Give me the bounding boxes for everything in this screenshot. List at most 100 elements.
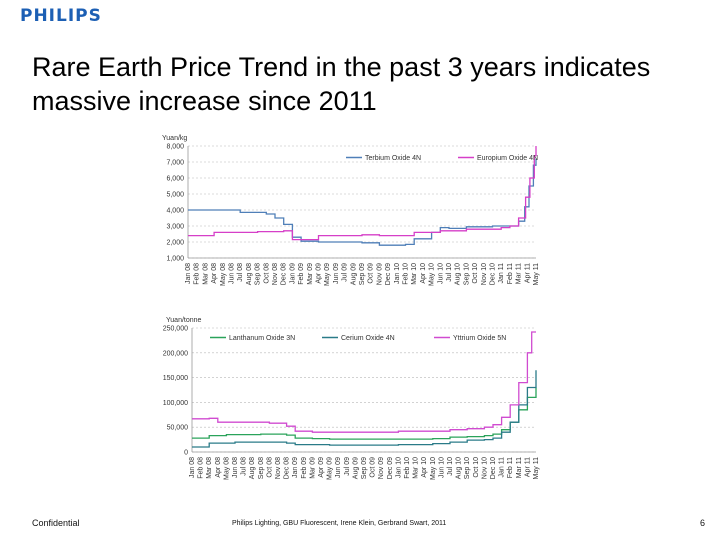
x-tick-label: Oct 09	[370, 457, 377, 478]
x-tick-label: Jun 10	[437, 263, 444, 284]
slide-title: Rare Earth Price Trend in the past 3 yea…	[32, 52, 651, 116]
x-tick-label: Nov 10	[481, 263, 488, 285]
x-tick-label: May 08	[220, 263, 227, 286]
footer-credits: Philips Lighting, GBU Fluorescent, Irene…	[232, 520, 447, 527]
x-tick-label: Feb 09	[298, 263, 305, 285]
x-tick-label: Apr 09	[316, 263, 323, 284]
x-tick-label: Jan 09	[289, 263, 296, 284]
x-tick-label: Nov 09	[376, 263, 383, 285]
x-tick-label: Sep 10	[463, 263, 470, 285]
x-tick-label: Sep 09	[359, 263, 366, 285]
page-number: 6	[700, 518, 706, 528]
x-tick-label: Feb 08	[194, 263, 201, 285]
philips-logo: PHILIPS	[20, 6, 102, 26]
x-tick-label: Feb 08	[198, 457, 205, 479]
x-tick-label: Apr 09	[318, 457, 325, 478]
x-tick-label: Apr 08	[215, 457, 222, 478]
x-tick-label: Apr 11	[524, 263, 531, 283]
x-tick-label: Jun 09	[333, 263, 340, 284]
x-tick-label: Nov 08	[275, 457, 282, 479]
x-tick-label: Mar 11	[516, 263, 523, 284]
x-tick-label: Apr 08	[211, 263, 218, 284]
x-tick-label: Jan 11	[499, 457, 506, 478]
series-line-1	[188, 146, 537, 241]
x-tick-label: May 10	[430, 457, 437, 480]
series-line-2	[192, 331, 536, 433]
x-tick-label: Jun 08	[232, 457, 239, 478]
y-tick-label: 50,000	[167, 425, 189, 432]
y-tick-label: 2,000	[166, 240, 184, 247]
series-line-1	[192, 370, 537, 448]
x-tick-label: Oct 10	[473, 457, 480, 478]
x-tick-label: Nov 09	[378, 457, 385, 479]
y-tick-label: 200,000	[163, 350, 188, 357]
x-tick-label: Apr 11	[524, 457, 531, 477]
x-tick-label: Jul 09	[342, 263, 349, 282]
x-tick-label: Jun 10	[438, 457, 445, 478]
y-tick-label: 0	[184, 450, 188, 457]
y-tick-label: 150,000	[163, 375, 188, 382]
x-tick-label: Jul 08	[241, 457, 248, 476]
x-tick-label: Jul 09	[344, 457, 351, 476]
x-tick-label: Mar 11	[516, 457, 523, 478]
y-tick-label: 1,000	[166, 256, 184, 263]
x-tick-label: Aug 10	[455, 263, 462, 285]
x-tick-label: Sep 09	[361, 457, 368, 479]
x-tick-label: Mar 08	[206, 457, 213, 479]
x-tick-label: Aug 08	[246, 263, 253, 285]
x-tick-label: Nov 08	[272, 263, 279, 285]
x-tick-label: Jan 09	[292, 457, 299, 478]
y-tick-label: 100,000	[163, 400, 188, 407]
legend-label: Terbium Oxide 4N	[365, 155, 421, 162]
x-tick-label: Jan 11	[498, 263, 505, 284]
x-tick-label: Sep 08	[258, 457, 265, 479]
x-tick-label: Feb 11	[507, 457, 514, 478]
y-axis-label: Yuan/kg	[162, 135, 187, 142]
y-tick-label: 7,000	[166, 160, 184, 167]
x-tick-label: Feb 10	[404, 457, 411, 479]
x-tick-label: Feb 09	[301, 457, 308, 479]
x-tick-label: Jul 08	[237, 263, 244, 282]
x-tick-label: Mar 08	[202, 263, 209, 285]
x-tick-label: Mar 10	[413, 457, 420, 479]
x-tick-label: May 10	[429, 263, 436, 286]
legend-label: Europium Oxide 4N	[477, 155, 538, 162]
legend-label: Lanthanum Oxide 3N	[229, 335, 295, 342]
y-tick-label: 8,000	[166, 144, 184, 151]
x-tick-label: Apr 10	[420, 263, 427, 284]
x-tick-label: Aug 09	[350, 263, 357, 285]
x-tick-label: Jan 10	[395, 457, 402, 478]
x-tick-label: Mar 10	[411, 263, 418, 285]
x-tick-label: Jan 08	[185, 263, 192, 284]
x-tick-label: May 09	[324, 263, 331, 286]
y-tick-label: 3,000	[166, 224, 184, 231]
x-tick-label: Jan 08	[189, 457, 196, 478]
x-tick-label: Dec 08	[281, 263, 288, 285]
x-tick-label: Jan 10	[394, 263, 401, 284]
chart-terbium-europium: Yuan/kg 1,000 2,000 3,000 4,000 5,000 6,000 7,0…	[162, 135, 540, 286]
x-tick-label: Mar 09	[307, 263, 314, 285]
x-tick-label: May 11	[533, 263, 540, 286]
x-tick-label: Feb 11	[507, 263, 514, 284]
x-tick-label: Aug 09	[352, 457, 359, 479]
footer-confidential: Confidential	[32, 518, 80, 528]
x-tick-label: Aug 08	[249, 457, 256, 479]
x-tick-label: Dec 10	[490, 457, 497, 479]
x-tick-label: Jun 09	[335, 457, 342, 478]
x-tick-label: Mar 09	[309, 457, 316, 479]
x-tick-label: Oct 10	[472, 263, 479, 284]
x-tick-label: Dec 09	[385, 263, 392, 285]
legend-label: Cerium Oxide 4N	[341, 335, 395, 342]
series-line-0	[188, 158, 537, 246]
x-tick-label: Jul 10	[446, 263, 453, 282]
x-tick-label: Oct 08	[263, 263, 270, 284]
legend-label: Yttrium Oxide 5N	[453, 335, 506, 342]
x-tick-label: Jun 08	[229, 263, 236, 284]
x-tick-label: Dec 08	[284, 457, 291, 479]
x-tick-label: Nov 10	[481, 457, 488, 479]
chart-lanthanum-cerium-yttrium: Yuan/tonne 0 50,000 100,000 150,000 200,000 25…	[163, 317, 540, 480]
y-tick-label: 250,000	[163, 326, 188, 333]
x-tick-label: Feb 10	[403, 263, 410, 285]
y-tick-label: 5,000	[166, 192, 184, 199]
x-tick-label: Sep 08	[255, 263, 262, 285]
